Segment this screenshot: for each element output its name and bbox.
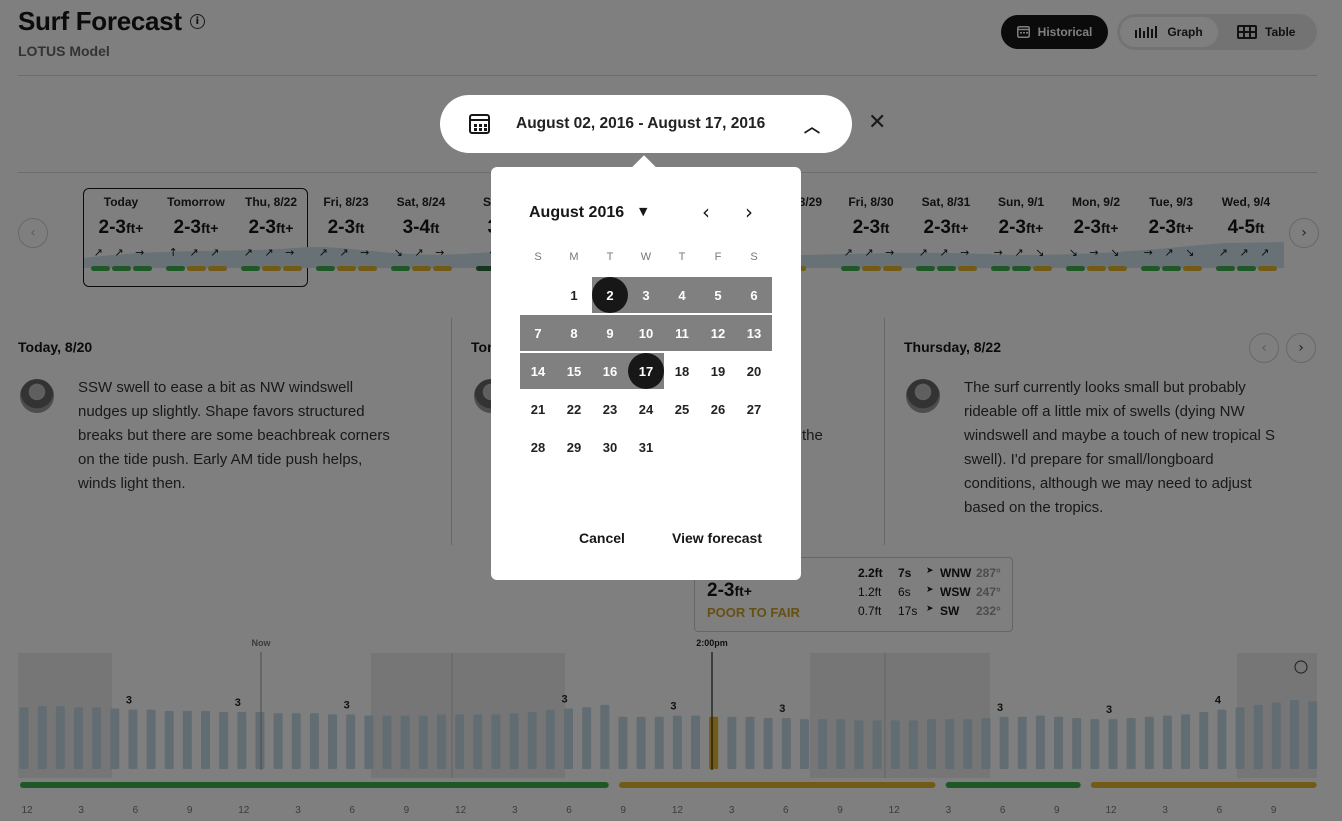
calendar-day[interactable]: 23 [592, 391, 628, 427]
calendar-day[interactable]: 11 [664, 315, 700, 351]
calendar-day[interactable]: 12 [700, 315, 736, 351]
day-number: 16 [602, 363, 618, 379]
chevron-right-icon: › [745, 200, 753, 224]
day-number: 27 [746, 401, 762, 417]
day-number: 5 [714, 287, 722, 303]
prev-month-button[interactable]: ‹ [702, 200, 710, 224]
calendar-day[interactable]: 19 [700, 353, 736, 389]
calendar-day[interactable]: 13 [736, 315, 772, 351]
chevron-left-icon: ‹ [702, 200, 710, 224]
weekday-label: F [714, 251, 722, 263]
calendar-day[interactable]: 10 [628, 315, 664, 351]
calendar-popup: August 2016 ▼ ‹ › Cancel View forecast S… [491, 167, 801, 580]
day-number: 4 [678, 287, 686, 303]
day-number: 14 [530, 363, 546, 379]
day-number: 12 [710, 325, 726, 341]
day-number: 26 [710, 401, 726, 417]
chevron-up-icon[interactable]: ︿ [804, 117, 821, 136]
weekday-label: S [534, 251, 542, 263]
next-month-button[interactable]: › [745, 200, 753, 224]
day-number: 6 [750, 287, 758, 303]
weekday-label: W [640, 251, 652, 263]
day-number: 2 [606, 287, 614, 303]
calendar-day[interactable]: 31 [628, 429, 664, 465]
weekday-label: T [678, 251, 686, 263]
day-number: 25 [674, 401, 690, 417]
day-number: 8 [570, 325, 578, 341]
calendar-day[interactable]: 24 [628, 391, 664, 427]
calendar-day[interactable]: 9 [592, 315, 628, 351]
date-range-field[interactable]: August 02, 2016 - August 17, 2016 ︿ [440, 95, 852, 153]
day-number: 1 [570, 287, 578, 303]
day-number: 18 [674, 363, 690, 379]
day-number: 10 [638, 325, 654, 341]
calendar-day[interactable]: 15 [556, 353, 592, 389]
calendar-week: 14 15 16 17 18 19 20 [520, 353, 772, 389]
day-number: 24 [638, 401, 654, 417]
day-number: 20 [746, 363, 762, 379]
calendar-day[interactable]: 8 [556, 315, 592, 351]
calendar-day[interactable]: 21 [520, 391, 556, 427]
calendar-day[interactable]: 1 [556, 277, 592, 313]
calendar-day[interactable]: 14 [520, 353, 556, 389]
calendar-week: 1 2 3 4 5 6 [520, 277, 772, 313]
close-icon[interactable]: ✕ [868, 110, 887, 135]
calendar-day[interactable]: 25 [664, 391, 700, 427]
calendar-day[interactable]: 5 [700, 277, 736, 313]
calendar-day[interactable]: 4 [664, 277, 700, 313]
day-number: 11 [675, 325, 689, 341]
calendar-day[interactable]: 18 [664, 353, 700, 389]
calendar-day[interactable]: 6 [736, 277, 772, 313]
calendar-day[interactable]: 20 [736, 353, 772, 389]
calendar-week: 7 8 9 10 11 12 13 [520, 315, 772, 351]
day-number: 3 [642, 287, 650, 303]
month-dropdown-icon[interactable]: ▼ [639, 205, 648, 218]
cancel-button[interactable]: Cancel [579, 530, 625, 546]
calendar-day[interactable]: 29 [556, 429, 592, 465]
weekday-label: T [606, 251, 614, 263]
date-range-text: August 02, 2016 - August 17, 2016 [516, 115, 766, 132]
calendar-day[interactable]: 17 [628, 353, 664, 389]
weekday-label: M [569, 251, 579, 263]
calendar-week: 21 22 23 24 25 26 27 [520, 391, 772, 427]
day-number: 7 [534, 325, 542, 341]
day-number: 9 [606, 325, 614, 341]
calendar-day[interactable]: 2 [592, 277, 628, 313]
month-label: August 2016 [529, 204, 625, 221]
day-number: 15 [566, 363, 582, 379]
view-forecast-button[interactable]: View forecast [672, 530, 763, 546]
day-number: 22 [566, 401, 582, 417]
day-number: 13 [746, 325, 762, 341]
calendar-day[interactable]: 27 [736, 391, 772, 427]
calendar-icon [469, 114, 490, 134]
weekday-label: S [750, 251, 758, 263]
day-number: 23 [602, 401, 618, 417]
range-band [520, 315, 772, 351]
calendar-day[interactable]: 28 [520, 429, 556, 465]
calendar-week: 28 29 30 31 [520, 429, 772, 465]
calendar-day[interactable]: 3 [628, 277, 664, 313]
day-number: 21 [530, 401, 546, 417]
day-number: 31 [638, 439, 654, 455]
calendar-day[interactable]: 26 [700, 391, 736, 427]
day-number: 29 [566, 439, 582, 455]
day-number: 28 [530, 439, 546, 455]
day-number: 17 [638, 363, 654, 379]
calendar-day[interactable]: 30 [592, 429, 628, 465]
day-number: 30 [602, 439, 618, 455]
calendar-day[interactable]: 7 [520, 315, 556, 351]
calendar-day[interactable]: 16 [592, 353, 628, 389]
day-number: 19 [710, 363, 726, 379]
calendar-day[interactable]: 22 [556, 391, 592, 427]
